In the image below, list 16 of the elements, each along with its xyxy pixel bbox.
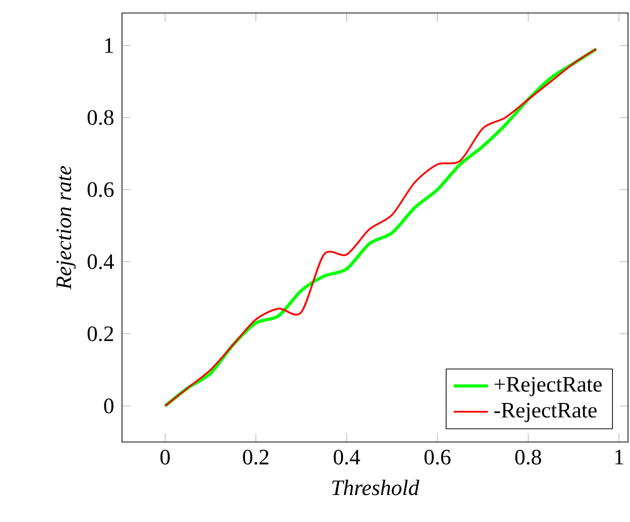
x-tick-label: 0.4 — [334, 450, 360, 465]
y-tick-label: 0.6 — [88, 182, 114, 198]
y-tick-label: 1 — [105, 38, 113, 53]
y-axis-title: Rejection rate — [56, 166, 76, 290]
y-tick-label: 0.8 — [88, 110, 114, 126]
y-tick-label: 0 — [104, 398, 114, 414]
x-tick-label: 0.6 — [424, 450, 451, 465]
y-tick-label: 0.2 — [88, 326, 114, 342]
x-axis-title: Threshold — [332, 480, 420, 496]
x-tick-label: 0 — [160, 450, 170, 465]
y-tick-label: 0.4 — [88, 254, 114, 270]
legend-label: +RejectRate — [494, 376, 602, 396]
legend-label: -RejectRate — [494, 402, 597, 422]
x-tick-label: 0.2 — [242, 450, 268, 465]
x-tick-label: 1 — [615, 450, 624, 464]
x-tick-label: 0.8 — [515, 450, 542, 465]
